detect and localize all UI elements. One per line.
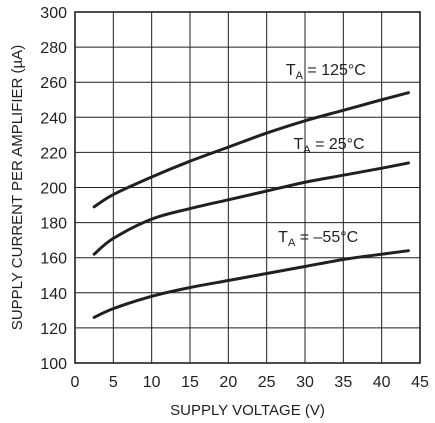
series-line-25c (92, 161, 410, 256)
x-tick-label: 15 (181, 374, 199, 391)
x-tick-label: 10 (143, 374, 161, 391)
y-tick-label: 100 (40, 356, 67, 373)
series-label: TA = 125°C (286, 62, 366, 82)
y-tick-label: 200 (40, 181, 67, 198)
x-tick-label: 20 (219, 374, 237, 391)
y-tick-label: 180 (40, 216, 67, 233)
plot-frame (74, 11, 421, 364)
x-axis-label: SUPPLY VOLTAGE (V) (170, 402, 325, 419)
x-tick-label: 40 (373, 374, 391, 391)
series-curves (92, 91, 410, 319)
y-tick-label: 140 (40, 286, 67, 303)
y-tick-label: 300 (40, 5, 67, 22)
series-line-minus55c (92, 249, 410, 319)
series-labels: TA = 125°C TA = 25°C TA = –55°C (278, 62, 366, 249)
x-tick-label: 5 (109, 374, 118, 391)
x-tick-label: 35 (334, 374, 352, 391)
x-tick-label: 45 (411, 374, 429, 391)
y-tick-label: 280 (40, 40, 67, 57)
x-tick-label: 0 (71, 374, 80, 391)
tick-labels: 0 5 10 15 20 25 30 35 40 45 100 120 140 160 180 200 220 2… (40, 5, 429, 391)
series-line-125c (92, 91, 410, 209)
y-axis-label: SUPPLY CURRENT PER AMPLIFIER (µA) (9, 45, 26, 330)
x-tick-label: 25 (258, 374, 276, 391)
y-tick-label: 220 (40, 145, 67, 162)
series-label: TA = –55°C (278, 229, 358, 249)
x-tick-label: 30 (296, 374, 314, 391)
y-tick-label: 240 (40, 110, 67, 127)
y-tick-label: 160 (40, 251, 67, 268)
series-label: TA = 25°C (294, 136, 365, 156)
gridlines (75, 12, 420, 363)
y-tick-label: 260 (40, 75, 67, 92)
y-tick-label: 120 (40, 321, 67, 338)
